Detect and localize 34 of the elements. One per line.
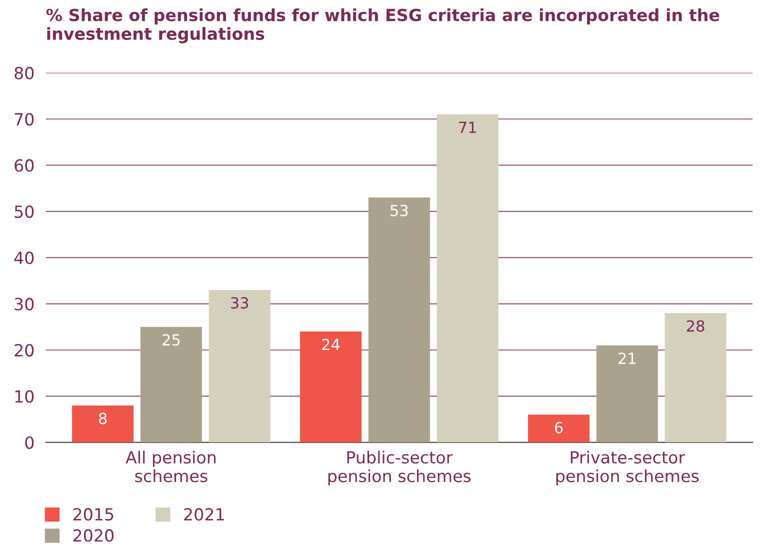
legend-label: 2021 [184, 508, 224, 521]
data-label: 28 [686, 320, 704, 332]
data-label: 25 [162, 334, 180, 346]
x-tick-label: Private-sector pension schemes [556, 450, 699, 486]
bar [72, 405, 134, 442]
x-tick-label: All pension schemes [126, 450, 216, 482]
y-tick-label: 40 [14, 252, 34, 264]
bar [436, 114, 498, 442]
data-label: 21 [618, 352, 636, 364]
chart-title: % Share of pension funds for which ESG criteria are incorporated in the investment regulations [46, 8, 720, 44]
bar [208, 290, 270, 442]
data-label: 6 [554, 422, 563, 434]
data-label: 53 [390, 204, 408, 216]
y-tick-label: 10 [15, 390, 34, 403]
y-tick-label: 60 [14, 159, 34, 172]
legend-label: 2015 [73, 508, 114, 521]
y-tick-label: 30 [14, 298, 34, 310]
bar [664, 313, 726, 442]
data-label: 71 [459, 122, 476, 133]
y-tick-label: 0 [25, 436, 34, 449]
bar [300, 332, 362, 442]
data-label: 8 [99, 412, 107, 424]
bar [596, 345, 658, 442]
y-tick-label: 20 [14, 344, 34, 357]
y-tick-label: 80 [14, 66, 34, 80]
data-label: 33 [231, 297, 248, 309]
bar [368, 198, 430, 442]
bar [528, 414, 590, 442]
y-tick-label: 50 [14, 205, 34, 218]
y-tick-label: 70 [14, 112, 34, 126]
bar [140, 326, 202, 442]
x-tick-label: Public-sector pension schemes [328, 450, 471, 486]
legend-label: 2020 [73, 529, 114, 542]
data-label: 24 [322, 338, 340, 350]
